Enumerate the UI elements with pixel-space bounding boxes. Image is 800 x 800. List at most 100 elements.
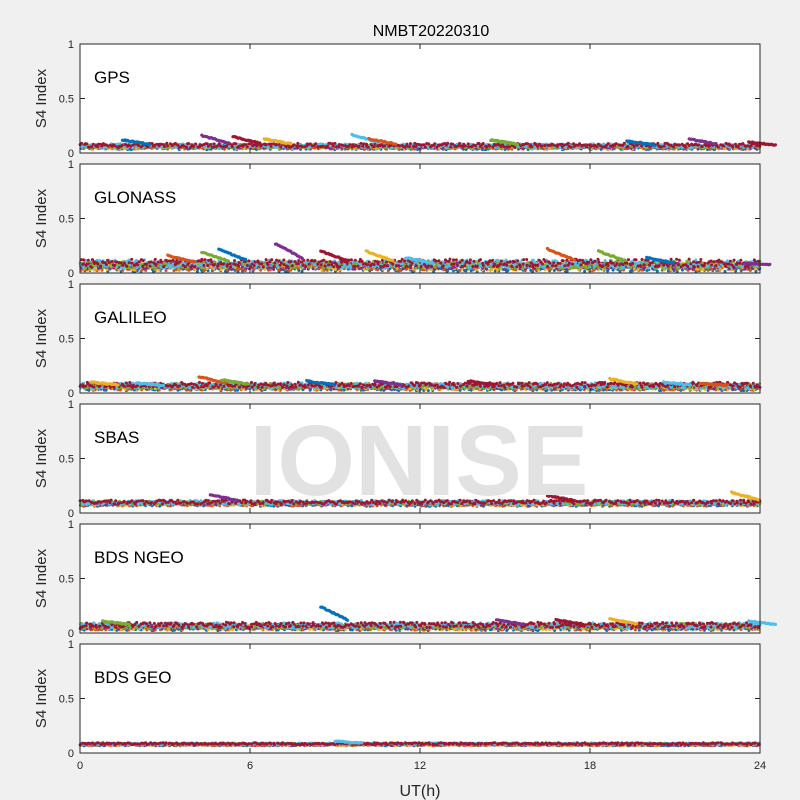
data-point	[268, 266, 272, 270]
data-point	[408, 142, 412, 146]
data-point	[212, 142, 216, 146]
data-point	[166, 144, 169, 148]
data-point	[337, 143, 341, 146]
data-point	[210, 145, 214, 149]
data-point	[716, 145, 720, 149]
data-point	[100, 144, 104, 148]
data-point	[209, 143, 212, 146]
data-point	[731, 145, 735, 149]
data-point	[622, 141, 626, 145]
data-point	[773, 143, 778, 147]
data-point	[467, 145, 471, 149]
data-point	[205, 142, 209, 146]
data-point	[488, 144, 492, 148]
data-point	[398, 144, 401, 148]
data-point	[185, 145, 188, 149]
data-point	[513, 145, 517, 149]
data-point	[433, 142, 437, 146]
data-point	[279, 145, 283, 149]
data-point	[359, 141, 363, 145]
data-point	[80, 145, 84, 149]
data-point	[723, 269, 727, 273]
data-point	[219, 268, 223, 272]
data-point	[437, 267, 440, 270]
data-point	[326, 144, 329, 148]
data-point	[165, 141, 169, 145]
data-point	[569, 145, 573, 149]
data-point	[680, 268, 684, 272]
data-point	[687, 144, 691, 147]
data-point	[139, 269, 143, 273]
data-point	[187, 142, 190, 145]
data-point	[405, 144, 409, 148]
data-point	[85, 142, 89, 146]
data-point	[192, 268, 196, 272]
data-point	[475, 268, 478, 272]
data-point	[314, 142, 318, 146]
data-point	[366, 145, 370, 149]
data-point	[91, 142, 95, 146]
data-point	[566, 141, 570, 145]
data-point	[264, 143, 268, 147]
data-point	[614, 142, 618, 146]
data-point	[660, 145, 663, 149]
data-point	[275, 146, 279, 149]
data-point	[296, 141, 300, 145]
y-tick-label: 1	[68, 39, 74, 51]
data-point	[543, 144, 547, 148]
data-point	[710, 267, 714, 271]
data-point	[677, 143, 681, 147]
data-point	[240, 265, 244, 269]
data-point	[463, 144, 467, 148]
data-point	[466, 142, 470, 146]
data-point	[530, 145, 534, 149]
data-point	[194, 142, 198, 146]
data-point	[333, 268, 337, 272]
data-point	[258, 141, 262, 145]
chart-title: NMBT20220310	[373, 23, 490, 40]
data-point	[230, 145, 234, 149]
data-point	[551, 143, 555, 147]
data-point	[202, 260, 206, 264]
y-axis-label: S4 Index	[33, 68, 50, 128]
data-point	[632, 144, 636, 148]
data-point	[215, 144, 219, 148]
data-point	[474, 144, 478, 148]
data-point	[722, 144, 726, 148]
data-point	[362, 142, 366, 146]
data-point	[394, 142, 398, 146]
data-point	[481, 142, 485, 145]
data-point	[130, 268, 134, 272]
data-point	[90, 145, 94, 149]
data-point	[477, 142, 481, 145]
data-point	[357, 144, 361, 148]
data-point	[743, 267, 747, 271]
data-point	[333, 141, 337, 145]
data-point	[632, 267, 636, 271]
data-point	[269, 144, 273, 148]
data-point	[150, 142, 154, 145]
data-point	[728, 143, 732, 147]
data-point	[672, 145, 675, 149]
plot-area	[80, 44, 760, 153]
data-point	[386, 269, 390, 273]
data-point	[656, 141, 660, 145]
data-point	[245, 145, 249, 149]
data-point	[147, 143, 151, 147]
data-point	[300, 145, 304, 149]
data-point	[383, 144, 387, 148]
data-point	[449, 145, 453, 149]
data-point	[526, 142, 530, 146]
data-point	[120, 143, 124, 147]
data-point	[706, 268, 710, 272]
data-point	[585, 143, 589, 147]
data-point	[348, 143, 352, 147]
data-point	[458, 142, 461, 145]
series-points	[78, 132, 778, 152]
data-point	[446, 141, 450, 145]
data-point	[234, 142, 238, 146]
data-point	[700, 145, 704, 149]
